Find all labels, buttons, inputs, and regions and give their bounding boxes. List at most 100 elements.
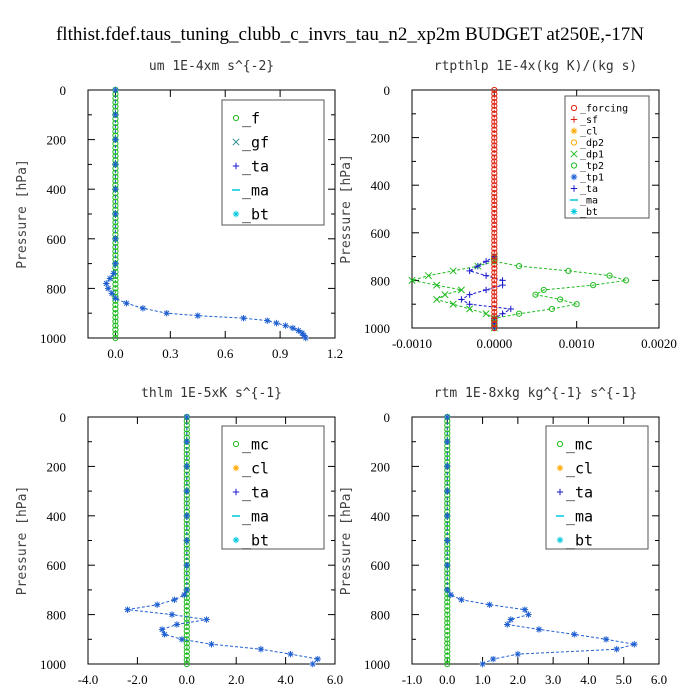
data-point <box>631 641 638 648</box>
legend-marker <box>570 173 578 181</box>
y-tick-label: 600 <box>47 232 67 247</box>
data-point <box>181 591 188 599</box>
data-point <box>491 217 498 224</box>
data-point <box>447 591 455 599</box>
data-point <box>183 640 190 647</box>
data-point <box>573 301 580 308</box>
panel-title: thlm 1E-5xK s^{-1} <box>141 386 282 401</box>
data-point <box>112 223 119 230</box>
data-point <box>433 295 441 303</box>
data-point <box>112 219 119 226</box>
data-point <box>158 626 166 633</box>
data-point <box>112 248 119 255</box>
y-tick-label: 400 <box>47 182 67 197</box>
data-point <box>112 268 119 275</box>
data-point <box>183 656 190 663</box>
data-point <box>257 645 265 653</box>
data-point <box>491 142 498 149</box>
x-tick-label: 6.0 <box>327 672 343 687</box>
data-point <box>112 243 119 251</box>
data-point <box>504 621 511 628</box>
data-point <box>183 455 190 462</box>
data-point <box>183 603 190 610</box>
panel-thlm: thlm 1E-5xK s^{-1} 0 200 400 600 800 1000 -4.0 -… <box>15 386 343 687</box>
legend-marker <box>556 488 564 496</box>
y-axis-label: Pressure [hPa] <box>15 159 30 269</box>
data-point <box>515 263 523 270</box>
legend-label: _mc <box>242 435 269 453</box>
y-tick-label: 0 <box>384 410 391 425</box>
data-point <box>466 267 473 275</box>
data-point <box>183 545 190 552</box>
data-point <box>491 245 498 252</box>
data-point <box>491 233 498 240</box>
x-tick-label: -4.0 <box>78 672 99 687</box>
y-tick-label: 600 <box>371 226 391 241</box>
series-line <box>446 417 635 665</box>
data-point <box>491 134 498 141</box>
legend-marker <box>556 440 564 448</box>
data-point <box>240 314 247 322</box>
legend-box <box>564 95 650 219</box>
data-point <box>491 110 498 117</box>
series-forcing <box>491 86 498 332</box>
data-point <box>491 269 498 276</box>
data-point <box>183 652 190 659</box>
y-tick-label: 0 <box>60 410 67 425</box>
data-point <box>208 641 215 648</box>
data-point <box>491 229 498 236</box>
data-point <box>112 161 119 168</box>
y-tick-label: 800 <box>47 281 67 296</box>
data-point <box>112 314 119 321</box>
data-point <box>314 655 321 663</box>
data-point <box>491 201 498 209</box>
data-point <box>433 281 441 289</box>
data-point <box>457 286 465 294</box>
data-point <box>444 487 451 495</box>
data-point <box>491 205 498 213</box>
data-point <box>112 124 119 131</box>
y-tick-label: 1000 <box>364 657 390 672</box>
data-point <box>444 520 451 528</box>
data-point <box>622 277 630 284</box>
data-point <box>491 158 498 165</box>
data-point <box>491 146 498 153</box>
data-point <box>458 296 465 303</box>
data-point <box>491 194 498 201</box>
legend-label: _dp2 <box>580 138 604 149</box>
data-point <box>183 520 190 528</box>
data-point <box>571 631 578 638</box>
data-point <box>183 595 190 602</box>
legend: _mc _cl _ta _ma _bt <box>221 425 325 550</box>
data-point <box>444 512 451 519</box>
legend-label: _ta <box>566 483 593 501</box>
data-point <box>112 128 119 135</box>
data-point <box>112 103 119 110</box>
data-point <box>444 463 451 470</box>
legend-marker <box>232 114 240 122</box>
legend-label: _cl <box>242 459 269 477</box>
y-tick-label: 1000 <box>364 321 390 336</box>
legend-label: _forcing <box>580 104 628 115</box>
legend-label: _bt <box>242 531 269 549</box>
data-point <box>183 463 190 470</box>
data-point <box>491 170 498 177</box>
series-line <box>460 256 513 328</box>
data-point <box>444 595 451 602</box>
data-point <box>466 305 474 313</box>
data-point <box>112 86 119 94</box>
data-point <box>444 607 451 614</box>
y-tick-label: 1000 <box>40 657 66 672</box>
data-point <box>112 285 119 292</box>
data-point <box>466 301 473 308</box>
data-point <box>282 322 289 329</box>
y-tick-label: 200 <box>371 459 391 474</box>
data-point <box>424 272 433 280</box>
x-tick-label: -2.0 <box>127 672 148 687</box>
data-point <box>444 611 451 618</box>
data-point <box>112 186 119 193</box>
data-point <box>183 607 190 614</box>
data-point <box>264 317 271 324</box>
legend-marker <box>232 138 240 146</box>
legend-label: _cl <box>580 127 598 138</box>
